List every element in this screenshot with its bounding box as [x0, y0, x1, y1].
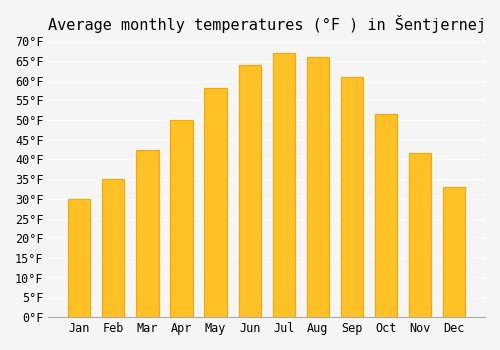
Bar: [341, 77, 363, 317]
Bar: [306, 57, 329, 317]
Bar: [136, 149, 158, 317]
Bar: [375, 114, 397, 317]
Title: Average monthly temperatures (°F ) in Šentjernej: Average monthly temperatures (°F ) in Še…: [48, 15, 486, 33]
Bar: [272, 53, 295, 317]
Bar: [68, 199, 90, 317]
Bar: [204, 89, 227, 317]
Bar: [170, 120, 192, 317]
Bar: [409, 154, 431, 317]
Bar: [238, 65, 260, 317]
Bar: [443, 187, 465, 317]
Bar: [102, 179, 124, 317]
